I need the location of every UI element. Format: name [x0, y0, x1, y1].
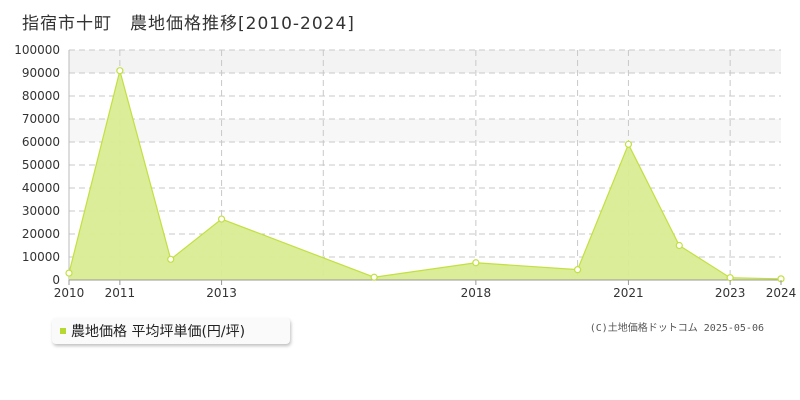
- data-point: [217, 215, 226, 223]
- y-tick-label: 10000: [22, 250, 60, 264]
- plot-band-top: [69, 50, 781, 73]
- data-point: [167, 255, 175, 263]
- x-tick-label: 2013: [206, 286, 237, 300]
- data-point: [472, 259, 480, 267]
- x-tick-label: 2023: [715, 286, 746, 300]
- y-tick-label: 100000: [14, 43, 60, 57]
- legend-label: 農地価格 平均坪単価(円/坪): [71, 324, 246, 340]
- data-point: [370, 273, 378, 281]
- y-tick-label: 50000: [22, 158, 60, 172]
- data-point: [624, 140, 633, 148]
- x-tick-label: 2010: [54, 286, 85, 300]
- x-tick-label: 2011: [105, 286, 136, 300]
- y-tick-label: 30000: [22, 204, 60, 218]
- data-points: [65, 67, 785, 283]
- data-point: [726, 274, 734, 282]
- plot-band-mid: [69, 119, 781, 142]
- y-tick-label: 20000: [22, 227, 60, 241]
- x-tick-label: 2018: [461, 286, 492, 300]
- data-point: [573, 266, 582, 274]
- data-point: [675, 241, 683, 250]
- data-point: [65, 269, 73, 277]
- y-tick-label: 70000: [22, 112, 60, 126]
- legend: 農地価格 平均坪単価(円/坪): [52, 318, 290, 344]
- y-tick-label: 90000: [22, 66, 60, 80]
- x-axis-ticks: 2010 2011 2013 2018 2021 2023 2024: [54, 280, 797, 300]
- x-tick-label: 2021: [613, 286, 644, 300]
- chart-title: 指宿市十町 農地価格推移[2010-2024]: [22, 14, 355, 34]
- data-point: [116, 67, 124, 75]
- area-chart: 0 10000 20000 30000 40000 50000 60000 70000 8000…: [14, 43, 797, 300]
- y-tick-label: 0: [52, 273, 60, 287]
- x-tick-label: 2024: [766, 286, 797, 300]
- y-axis-ticks: 0 10000 20000 30000 40000 50000 60000 70000 8000…: [14, 43, 60, 287]
- series-area: [69, 70, 781, 280]
- y-tick-label: 60000: [22, 135, 60, 149]
- copyright: (C)土地価格ドットコム 2025-05-06: [589, 323, 764, 334]
- legend-swatch: [60, 328, 66, 334]
- y-tick-label: 80000: [22, 89, 60, 103]
- y-tick-label: 40000: [22, 181, 60, 195]
